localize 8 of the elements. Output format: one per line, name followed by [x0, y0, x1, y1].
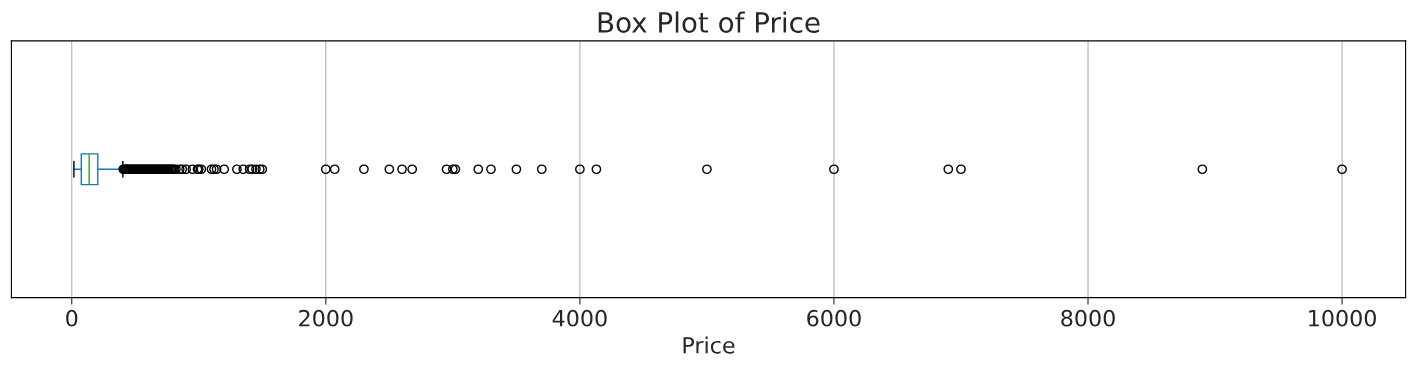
- x-tick-label: 0: [66, 309, 78, 327]
- x-tick-label: 8000: [1061, 309, 1115, 327]
- x-tick-label: 10000: [1309, 309, 1376, 327]
- x-tick-label: 2000: [299, 309, 353, 327]
- x-tick-label: 4000: [552, 309, 607, 327]
- x-axis-title: Price: [683, 336, 735, 354]
- chart-title: Box Plot of Price: [598, 11, 820, 33]
- x-tick-label: 6000: [807, 309, 861, 327]
